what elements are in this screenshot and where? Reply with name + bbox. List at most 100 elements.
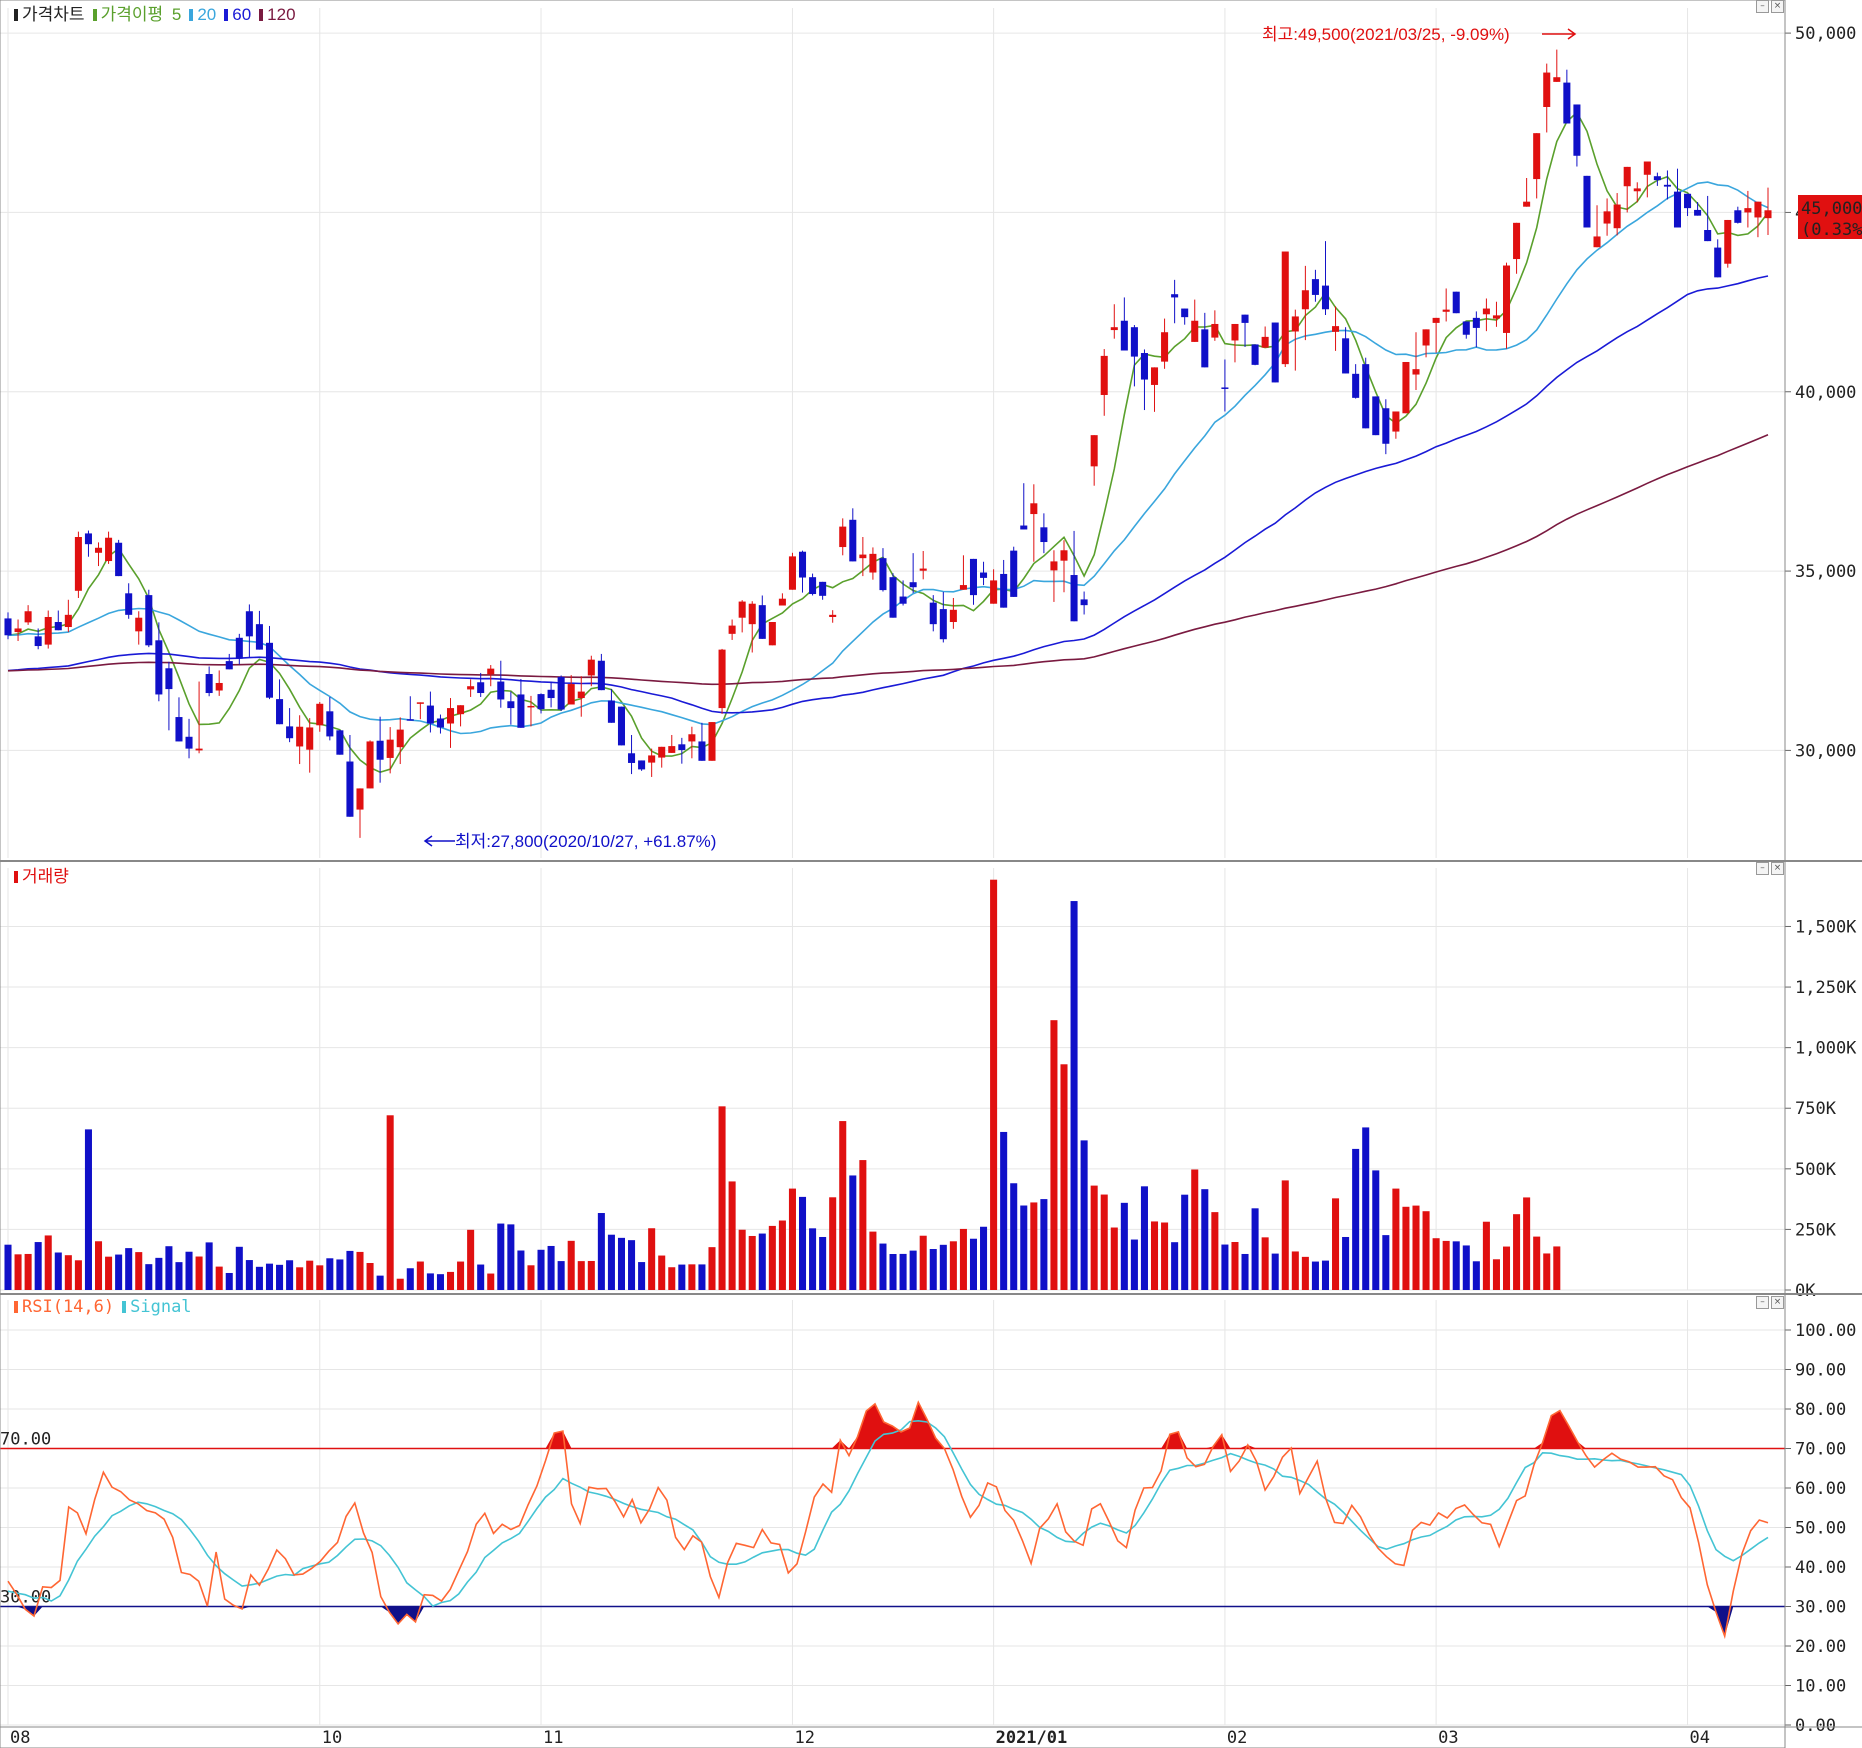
candle-body [638,760,646,770]
candle-body [1050,561,1058,571]
volume-tick-label: 500K [1795,1160,1837,1180]
ma20-legend: 20 [189,5,220,24]
price-legend: 가격차트 가격이평 5 20 60 120 [14,0,304,25]
volume-bar [175,1262,183,1290]
volume-bar [1060,1064,1068,1290]
candle-body [537,694,545,710]
volume-panel-close-icon[interactable]: × [1771,862,1784,875]
candle-body [14,628,22,633]
candle-body [1432,317,1440,323]
legend-square-icon [259,9,264,21]
volume-bar [527,1265,535,1290]
volume-bar [1191,1169,1199,1290]
volume-bar [1553,1246,1561,1290]
candle-body [215,682,223,691]
candle-body [1764,210,1772,219]
volume-bar [1281,1180,1289,1290]
volume-panel-minimize-icon[interactable]: – [1756,862,1769,875]
low-arrow [423,835,455,847]
candle-body [1362,364,1370,429]
rsi-panel-close-icon[interactable]: × [1771,1296,1784,1309]
candle-body [1573,104,1581,156]
low-price-annotation: 최저:27,800(2020/10/27, +61.87%) [455,832,716,851]
volume-bar [869,1231,877,1290]
volume-bar [718,1106,726,1290]
rsi-tick-label: 80.00 [1795,1400,1846,1420]
volume-bar [1070,901,1078,1290]
volume-bar [336,1259,344,1290]
price-panel-minimize-icon[interactable]: – [1756,0,1769,13]
candle-body [276,699,284,725]
volume-tick-label: 250K [1795,1220,1837,1240]
volume-bar [1482,1221,1490,1290]
candle-body [255,624,263,650]
price-panel-close-icon[interactable]: × [1771,0,1784,13]
candle-body [748,603,756,625]
volume-bar [34,1242,42,1290]
volume-tick-label: 750K [1795,1099,1837,1119]
candle-body [1010,550,1018,597]
rsi-line [7,1400,1769,1640]
volume-bar [1080,1140,1088,1290]
rsi-panel-minimize-icon[interactable]: – [1756,1296,1769,1309]
volume-bar [1241,1253,1249,1290]
candle-body [477,682,485,694]
candle-body [195,748,203,751]
candle-body [1472,317,1480,328]
candle-body [788,556,796,590]
volume-bar [990,879,998,1290]
volume-bar [326,1258,334,1290]
volume-bar [1462,1245,1470,1290]
volume-bar [1251,1208,1259,1290]
volume-bar [426,1273,434,1290]
volume-bar [557,1261,565,1290]
candle-body [185,736,193,749]
ma60-label: 60 [232,5,252,24]
volume-bar [84,1129,92,1290]
volume-bar [145,1264,153,1290]
volume-bar [859,1160,867,1290]
candle-body [436,718,444,728]
volume-bar [1090,1185,1098,1290]
candle-body [1653,176,1661,181]
volume-bar [1332,1198,1340,1290]
candle-body [1452,291,1460,314]
volume-bar [1261,1237,1269,1290]
candle-body [1553,77,1561,82]
candle-body [597,660,605,691]
candle-body [446,708,455,724]
volume-bar [4,1244,12,1290]
candle-body [1663,184,1671,187]
volume-bar [939,1244,947,1290]
rsi-overbought-label: 70.00 [0,1430,51,1450]
rsi-tick-label: 90.00 [1795,1361,1846,1381]
x-tick-label: 03 [1438,1728,1458,1748]
candle-body [648,755,656,763]
volume-tick-label: 1,000K [1795,1039,1857,1059]
candle-body [587,659,595,676]
candle-body [547,689,555,699]
candle-body [1130,327,1138,357]
candle-body [1181,308,1189,318]
candle-body [125,593,133,615]
volume-bar [849,1175,857,1290]
volume-bar [396,1278,404,1290]
volume-tick-label: 1,250K [1795,978,1857,998]
volume-bar [105,1256,113,1290]
candle-body [1060,550,1068,561]
legend-square-icon [189,9,194,21]
volume-bar [1422,1211,1430,1290]
candle-body [1734,210,1742,223]
candle-body [1020,525,1028,530]
volume-bar [748,1235,756,1290]
volume-bar [929,1249,937,1290]
candle-body [1513,222,1521,260]
volume-bar [316,1265,324,1290]
candle-body [1030,503,1038,515]
candle-body [1080,599,1088,606]
candle-body [1221,387,1229,389]
legend-square-icon [14,9,18,21]
volume-bar [446,1271,455,1290]
volume-bar [1231,1241,1239,1290]
volume-bar [547,1245,555,1290]
